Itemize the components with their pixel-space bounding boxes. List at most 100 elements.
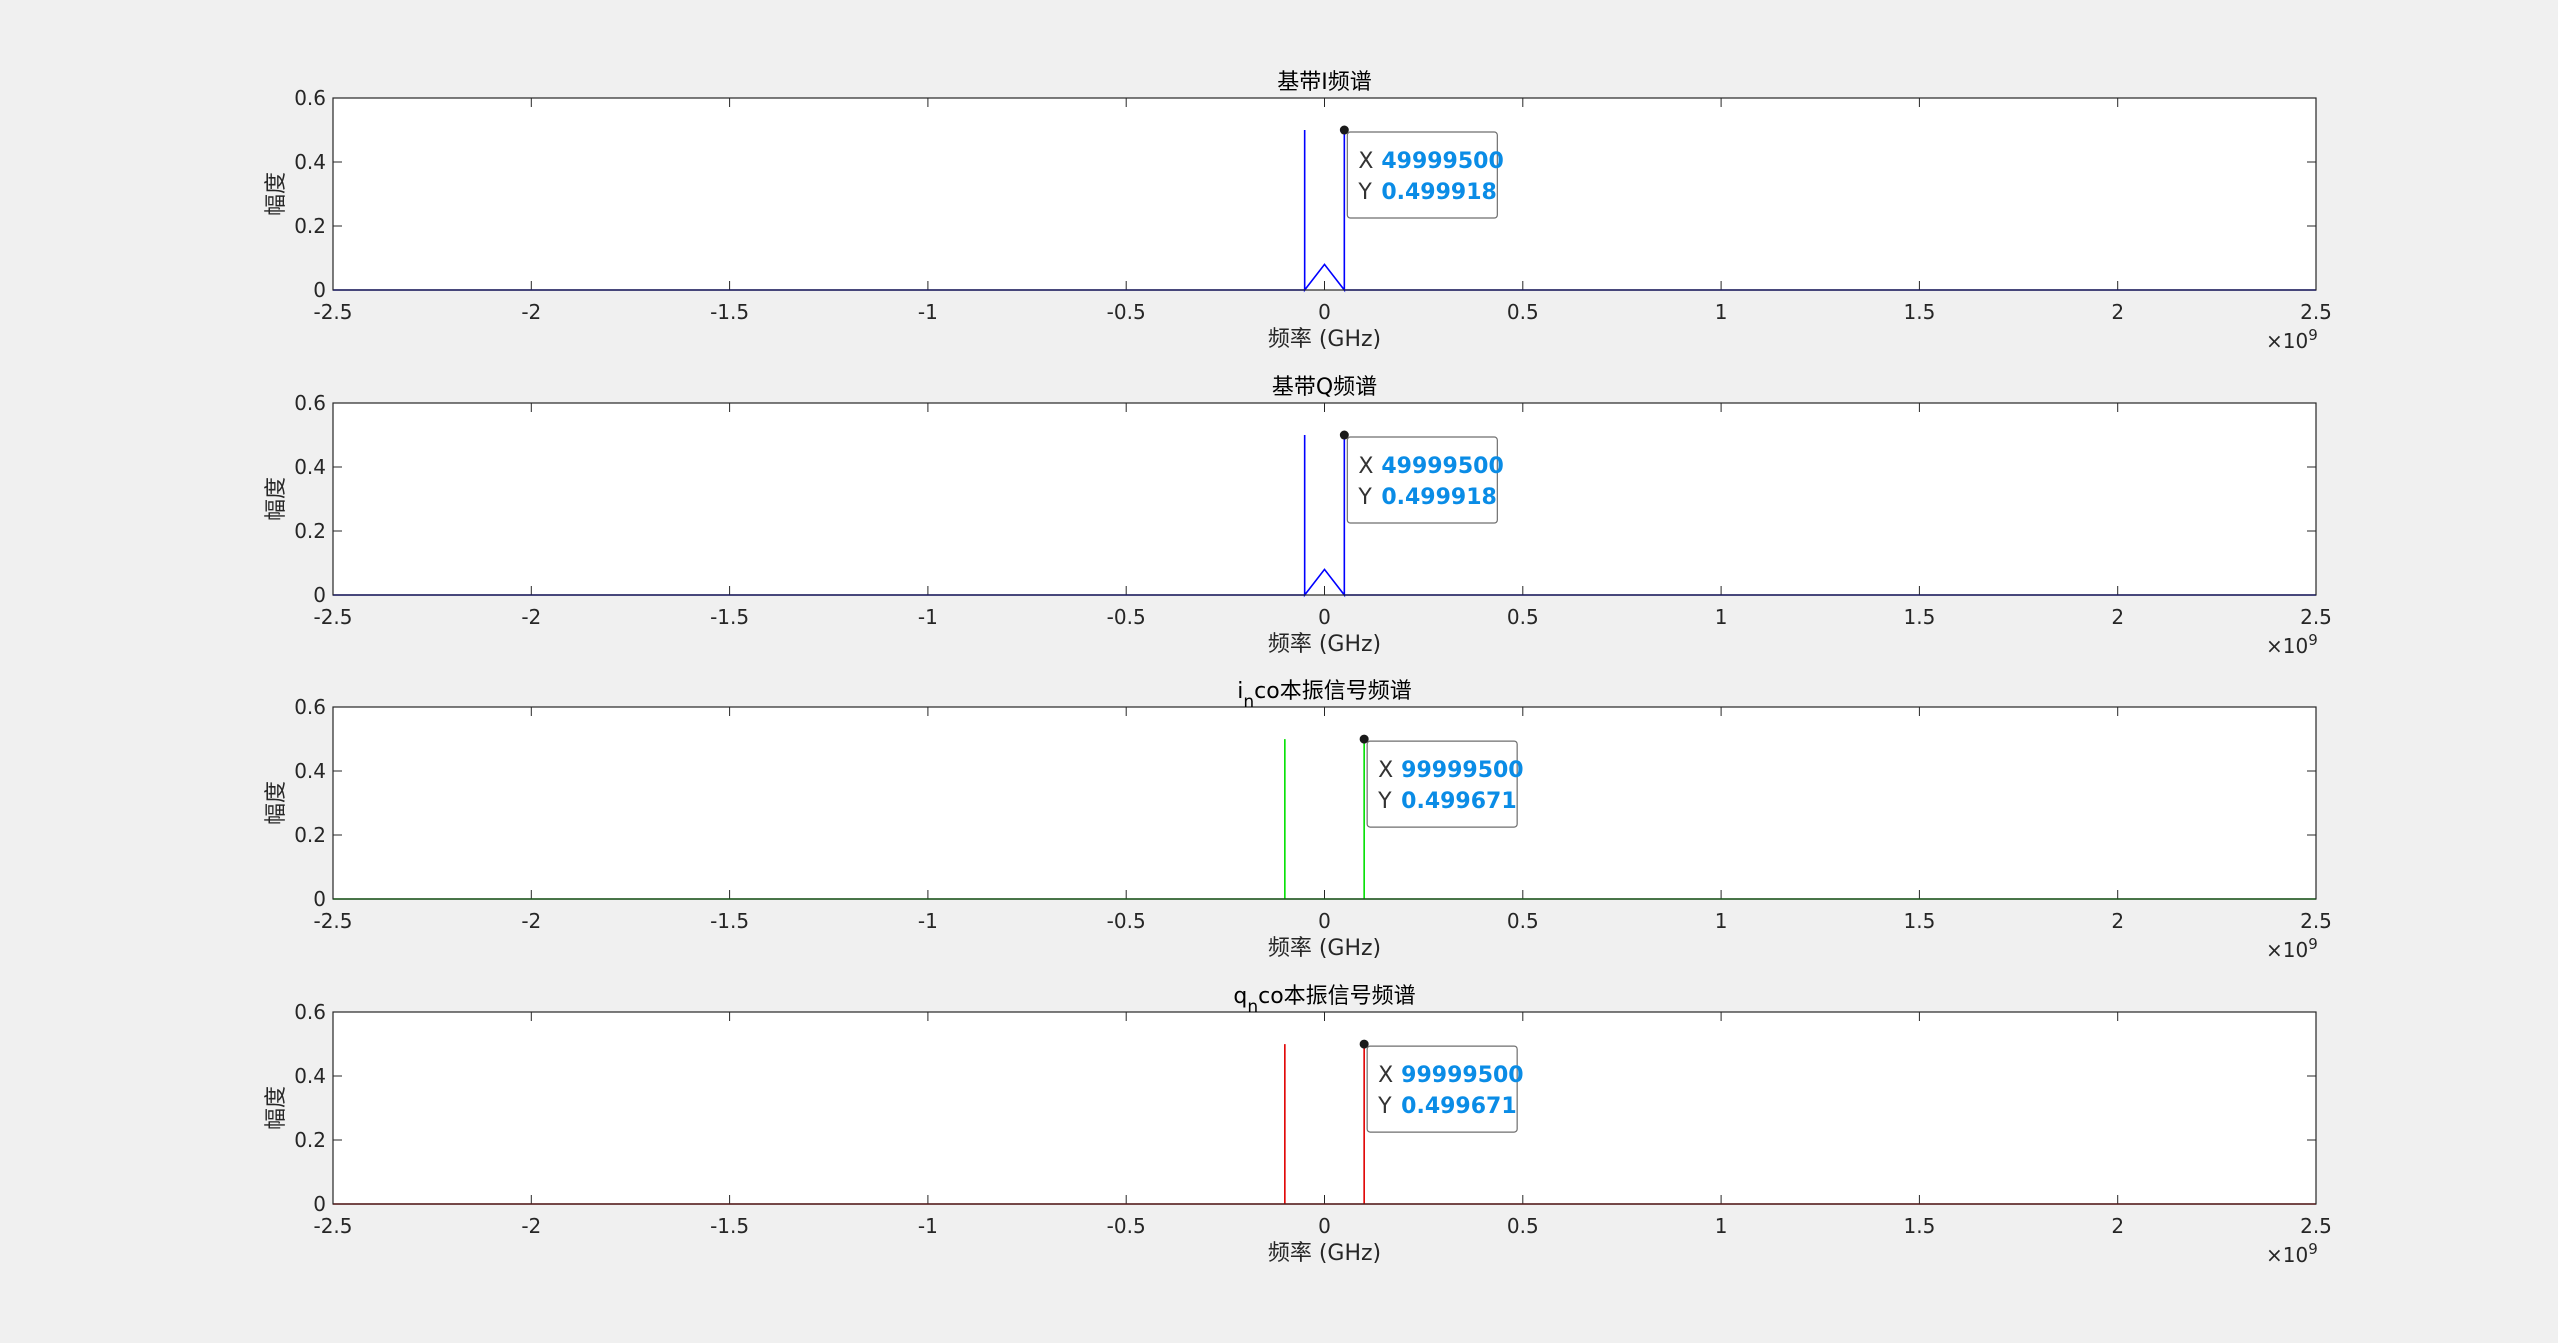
subplot-3: -2.5 -2 -1.5 -1 -0.5 0 0.5 1 1.5 2 2.5 0 0.2 0.4 0.6 in… [264, 679, 2332, 962]
x-tick-label: 2.5 [2300, 605, 2332, 629]
x-tick-label: 2 [2111, 909, 2124, 933]
datatip-box [1366, 740, 1518, 828]
exponent-power: 9 [2308, 935, 2318, 953]
x-tick-label: -0.5 [1107, 909, 1146, 933]
datatip-marker [1359, 734, 1369, 744]
plot-area [333, 98, 2316, 290]
plot-area [333, 403, 2316, 595]
x-tick-label: 2 [2111, 605, 2124, 629]
x-tick-label: 1.5 [1903, 300, 1935, 324]
x-tick-label: 0 [1318, 1214, 1331, 1238]
x-tick-label: 1 [1715, 1214, 1728, 1238]
exponent-base: ×10 [2266, 634, 2308, 658]
datatip-x-value: 99999500 [1401, 1063, 1523, 1088]
y-tick-label: 0.6 [294, 1000, 326, 1024]
datatip-x-value: 49999500 [1381, 149, 1503, 174]
title-base: 基带I频谱 [1277, 70, 1372, 95]
x-tick-label: -1.5 [710, 605, 749, 629]
x-tick-label: 1 [1715, 909, 1728, 933]
x-tick-label: -0.5 [1107, 300, 1146, 324]
y-tick-label: 0.6 [294, 391, 326, 415]
datatip-marker [1339, 430, 1349, 440]
y-tick-label: 0.4 [294, 455, 326, 479]
subplot-4: -2.5 -2 -1.5 -1 -0.5 0 0.5 1 1.5 2 2.5 0 0.2 0.4 0.6 qn… [264, 984, 2332, 1267]
x-exponent-label: ×109 [2266, 631, 2318, 658]
datatip-y-value: 0.499671 [1401, 789, 1517, 814]
x-tick-label: -1.5 [710, 909, 749, 933]
x-tick-label: -2.5 [313, 605, 352, 629]
datatip-y-key: Y [1377, 1094, 1392, 1119]
x-tick-label: 1.5 [1903, 605, 1935, 629]
datatip-y-key: Y [1357, 485, 1372, 510]
datatip-x-key: X [1358, 454, 1373, 479]
x-tick-label: -1.5 [710, 300, 749, 324]
title-subscript: n [1243, 692, 1254, 712]
y-tick-label: 0 [313, 583, 326, 607]
exponent-power: 9 [2308, 631, 2318, 649]
datatip: X 49999500 Y 0.499918 [1339, 430, 1504, 524]
x-exponent-label: ×109 [2266, 935, 2318, 962]
x-axis-label: 频率 (GHz) [1268, 632, 1381, 657]
x-tick-label: 2.5 [2300, 1214, 2332, 1238]
y-tick-label: 0 [313, 887, 326, 911]
datatip-x-key: X [1358, 149, 1373, 174]
x-tick-label: -0.5 [1107, 605, 1146, 629]
title-base: i [1237, 679, 1243, 704]
datatip-marker [1339, 125, 1349, 135]
datatip-marker [1359, 1039, 1369, 1049]
x-tick-label: 1 [1715, 605, 1728, 629]
x-tick-label: -1 [918, 1214, 938, 1238]
y-tick-label: 0 [313, 278, 326, 302]
subplot-2: -2.5 -2 -1.5 -1 -0.5 0 0.5 1 1.5 2 2.5 0 0.2 0.4 0.6 基带… [264, 375, 2332, 658]
spectrum-line-1 [333, 130, 2316, 293]
title-rest: co本振信号频谱 [1258, 984, 1416, 1009]
y-tick-label: 0.6 [294, 86, 326, 110]
y-tick-label: 0.4 [294, 1064, 326, 1088]
datatip-y-key: Y [1377, 789, 1392, 814]
x-tick-label: 0 [1318, 605, 1331, 629]
x-tick-label: 1.5 [1903, 1214, 1935, 1238]
x-tick-label: 2.5 [2300, 909, 2332, 933]
y-tick-label: 0.2 [294, 214, 326, 238]
x-tick-label: -1 [918, 909, 938, 933]
x-tick-label: -1 [918, 300, 938, 324]
x-tick-label: 0.5 [1507, 909, 1539, 933]
axes-box [332, 97, 2317, 291]
x-tick-label: -2 [521, 300, 541, 324]
x-tick-label: -2.5 [313, 909, 352, 933]
y-tick-label: 0 [313, 1192, 326, 1216]
exponent-base: ×10 [2266, 938, 2308, 962]
subplot-title: inco本振信号频谱 [1237, 679, 1411, 712]
datatip-x-value: 99999500 [1401, 758, 1523, 783]
x-tick-label: 1.5 [1903, 909, 1935, 933]
x-axis-label: 频率 (GHz) [1268, 327, 1381, 352]
x-tick-label: 0 [1318, 300, 1331, 324]
exponent-power: 9 [2308, 1240, 2318, 1258]
exponent-base: ×10 [2266, 329, 2308, 353]
x-tick-label: -2 [521, 1214, 541, 1238]
y-tick-label: 0.4 [294, 150, 326, 174]
title-base: 基带Q频谱 [1272, 375, 1377, 400]
x-axis-label: 频率 (GHz) [1268, 936, 1381, 961]
title-rest: co本振信号频谱 [1254, 679, 1412, 704]
x-tick-label: 0.5 [1507, 605, 1539, 629]
x-tick-label: -2.5 [313, 1214, 352, 1238]
x-tick-label: 1 [1715, 300, 1728, 324]
datatip-box [1346, 131, 1498, 219]
datatip-x-key: X [1378, 1063, 1393, 1088]
axes-box [332, 706, 2317, 900]
x-tick-label: 2 [2111, 300, 2124, 324]
datatip-y-value: 0.499918 [1381, 180, 1497, 205]
x-tick-label: 0.5 [1507, 1214, 1539, 1238]
x-tick-label: -1 [918, 605, 938, 629]
y-axis-label: 幅度 [264, 477, 289, 521]
datatip-y-value: 0.499918 [1381, 485, 1497, 510]
plot-area [333, 707, 2316, 899]
subplot-1: -2.5 -2 -1.5 -1 -0.5 0 0.5 1 1.5 2 2.5 0 0.2 0.4 0.6 基带… [264, 70, 2332, 353]
datatip: X 49999500 Y 0.499918 [1339, 125, 1504, 219]
x-tick-label: -1.5 [710, 1214, 749, 1238]
datatip: X 99999500 Y 0.499671 [1359, 1039, 1524, 1133]
x-tick-label: 2 [2111, 1214, 2124, 1238]
x-exponent-label: ×109 [2266, 1240, 2318, 1267]
